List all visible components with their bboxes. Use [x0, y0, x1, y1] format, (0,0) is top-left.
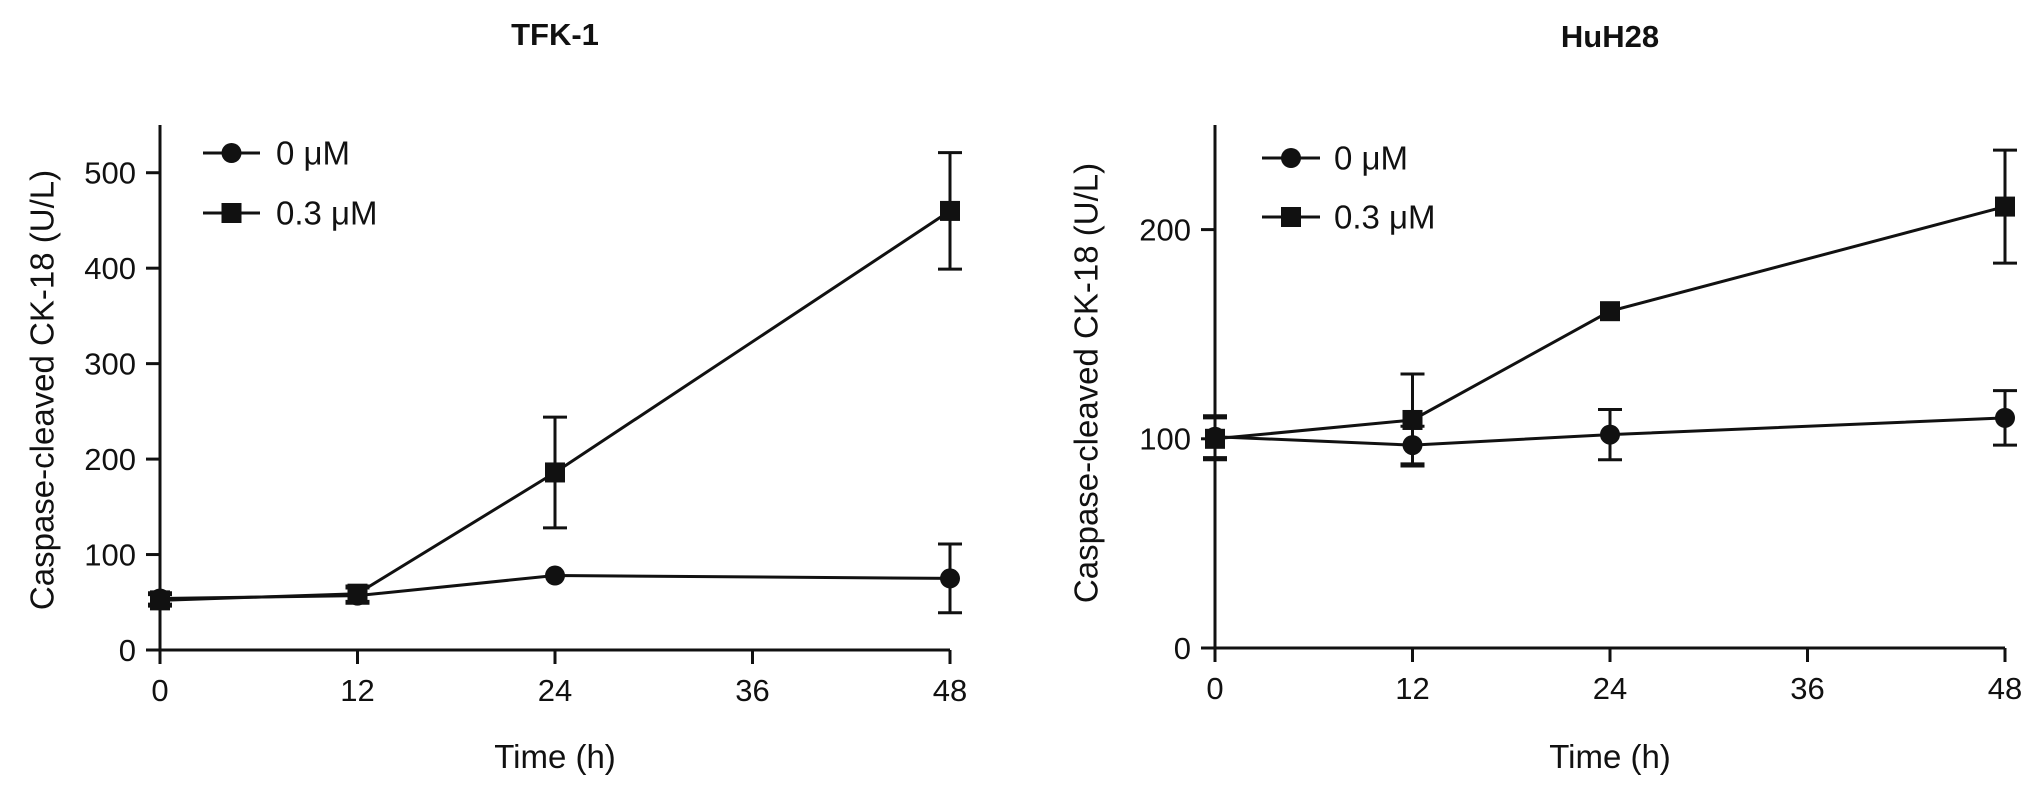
x-tick-label: 24 — [1593, 671, 1627, 706]
x-tick-label: 36 — [735, 673, 769, 708]
data-point-series-2 — [1402, 409, 1423, 430]
y-tick-label: 100 — [84, 537, 136, 572]
chart-panel-huh28: HuH28 Time (h) Caspase-cleaved CK-18 (U/… — [1068, 19, 2023, 775]
legend-marker — [221, 203, 242, 223]
data-point-series-2 — [150, 590, 170, 611]
series-line-2 — [1214, 205, 2006, 441]
data-point-series-2 — [1995, 196, 2015, 217]
legend-marker — [1281, 148, 1301, 168]
y-tick-label: 200 — [84, 442, 136, 477]
x-tick-label: 36 — [1790, 671, 1824, 706]
x-axis-label: Time (h) — [494, 738, 616, 775]
data-point-series-1 — [1600, 424, 1620, 445]
data-point-series-2 — [545, 462, 565, 483]
series-line-2 — [159, 209, 951, 602]
chart-title: TFK-1 — [511, 17, 599, 52]
data-point-series-1 — [1995, 407, 2015, 428]
legend-label-series-1: 0 μM — [1334, 140, 1408, 177]
y-tick-label: 0 — [1174, 631, 1191, 666]
legend-label-series-1: 0 μM — [276, 135, 350, 172]
x-tick-label: 24 — [538, 673, 572, 708]
data-point-series-2 — [940, 200, 960, 221]
x-tick-label: 0 — [1206, 671, 1223, 706]
data-point-series-2 — [1205, 428, 1225, 449]
x-tick-label: 12 — [1395, 671, 1429, 706]
y-tick-label: 100 — [1139, 422, 1191, 457]
x-tick-label: 12 — [340, 673, 374, 708]
legend-label-series-2: 0.3 μM — [1334, 199, 1436, 236]
legend-label-series-2: 0.3 μM — [276, 195, 378, 232]
y-tick-label: 500 — [84, 156, 136, 191]
y-axis-label: Caspase-cleaved CK-18 (U/L) — [1068, 163, 1105, 603]
x-axis-label: Time (h) — [1549, 738, 1671, 775]
y-tick-label: 0 — [119, 633, 136, 668]
legend-marker — [221, 143, 242, 163]
data-point-series-2 — [347, 583, 368, 604]
chart-title: HuH28 — [1561, 19, 1659, 54]
x-tick-label: 48 — [933, 673, 967, 708]
data-point-series-2 — [1600, 301, 1620, 322]
legend-marker — [1281, 207, 1301, 227]
y-axis-label: Caspase-cleaved CK-18 (U/L) — [24, 170, 61, 610]
y-tick-label: 300 — [84, 346, 136, 381]
y-tick-label: 400 — [84, 251, 136, 286]
chart-panel-tfk1: TFK-1 Time (h) Caspase-cleaved CK-18 (U/… — [24, 17, 968, 775]
data-point-series-1 — [940, 568, 960, 589]
x-tick-label: 0 — [151, 673, 168, 708]
data-point-series-1 — [545, 565, 565, 586]
y-tick-label: 200 — [1139, 212, 1191, 247]
x-tick-label: 48 — [1988, 671, 2022, 706]
series-line-1 — [1214, 416, 2006, 447]
